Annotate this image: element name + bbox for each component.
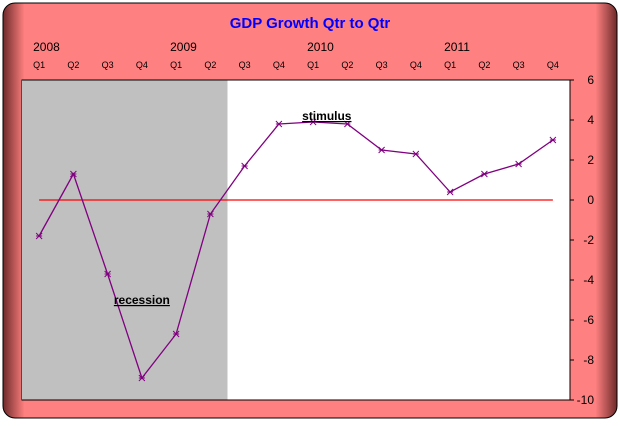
quarter-label: Q2: [478, 60, 490, 70]
recession-shaded-region: [22, 80, 228, 400]
annotation-recession: recession: [114, 293, 170, 307]
y-tick-label: -2: [583, 233, 594, 247]
y-axis-ticks: 6 4 2 0 -2 -4 -6 -8 -10: [570, 73, 594, 407]
data-point: [412, 150, 420, 158]
chart-title: GDP Growth Qtr to Qtr: [230, 15, 391, 32]
year-label: 2010: [307, 40, 334, 54]
data-point: [35, 232, 43, 240]
year-label: 2009: [170, 40, 197, 54]
quarter-label: Q3: [513, 60, 525, 70]
y-tick-label: 2: [587, 153, 594, 167]
data-point: [446, 188, 454, 196]
quarter-label: Q3: [239, 60, 251, 70]
quarter-labels: Q1 Q2 Q3 Q4 Q1 Q2 Q3 Q4 Q1 Q2 Q3 Q4 Q1 Q2 Q3 Q4: [33, 60, 559, 70]
data-point: [275, 120, 283, 128]
quarter-label: Q4: [410, 60, 422, 70]
quarter-label: Q1: [444, 60, 456, 70]
gdp-series-line: [38, 121, 554, 380]
quarter-label: Q1: [33, 60, 45, 70]
y-tick-label: 4: [587, 113, 594, 127]
annotations: recession stimulus: [114, 109, 352, 307]
y-tick-label: 6: [587, 73, 594, 87]
data-point: [172, 330, 180, 338]
data-point: [344, 120, 351, 128]
y-tick-label: -6: [583, 313, 594, 327]
data-point: [138, 374, 146, 382]
year-labels: 2008 2009 2010 2011: [33, 40, 470, 54]
quarter-label: Q2: [341, 60, 353, 70]
y-tick-label: -4: [583, 273, 594, 287]
data-point: [70, 170, 77, 178]
data-point: [104, 270, 111, 278]
year-label: 2011: [444, 40, 470, 54]
quarter-label: Q4: [136, 60, 148, 70]
year-label: 2008: [33, 40, 60, 54]
quarter-label: Q2: [204, 60, 216, 70]
data-point: [549, 136, 557, 144]
y-tick-label: -8: [583, 353, 594, 367]
quarter-label: Q4: [547, 60, 559, 70]
data-point: [378, 146, 385, 154]
y-tick-label: 0: [587, 193, 594, 207]
y-tick-label: -10: [577, 393, 595, 407]
quarter-label: Q1: [307, 60, 319, 70]
quarter-label: Q3: [376, 60, 388, 70]
quarter-label: Q3: [102, 60, 114, 70]
quarter-label: Q2: [67, 60, 79, 70]
data-point: [309, 118, 317, 126]
annotation-stimulus: stimulus: [302, 109, 352, 123]
quarter-label: Q4: [273, 60, 285, 70]
data-point: [481, 170, 488, 178]
data-point: [207, 210, 214, 218]
quarter-label: Q1: [170, 60, 182, 70]
data-point: [241, 162, 248, 170]
data-markers: [35, 118, 557, 382]
data-point: [515, 160, 522, 168]
